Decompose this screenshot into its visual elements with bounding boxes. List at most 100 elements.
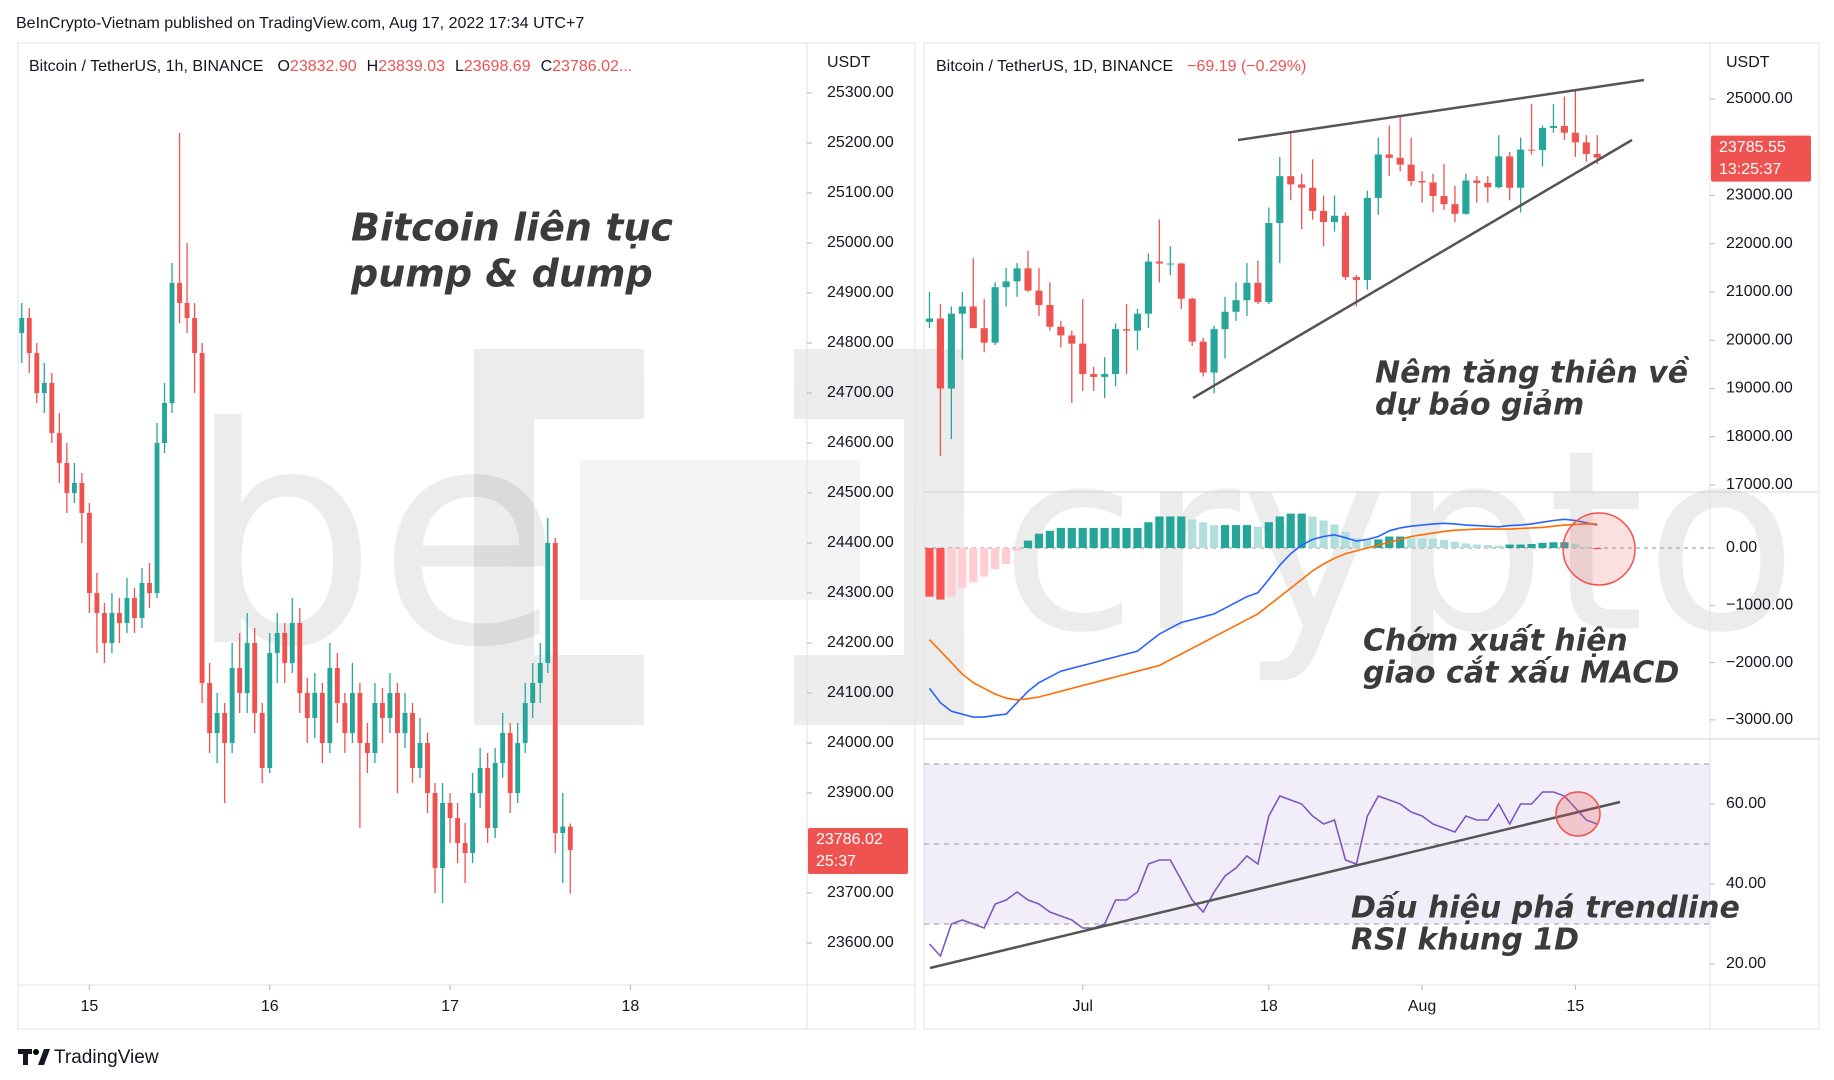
candle-body xyxy=(64,463,70,493)
y-tick-label: 22000.00 xyxy=(1726,235,1793,252)
histogram-bar xyxy=(1472,544,1481,548)
candle-body xyxy=(282,633,288,663)
candle-body xyxy=(1385,154,1393,158)
histogram-bar xyxy=(1023,540,1033,548)
histogram-bar xyxy=(1286,513,1295,548)
histogram-bar xyxy=(1516,544,1525,548)
histogram-bar xyxy=(1253,526,1262,548)
candle-body xyxy=(1451,204,1459,214)
candle-body xyxy=(1133,313,1142,331)
histogram-bar xyxy=(1144,522,1153,548)
candle-body xyxy=(372,703,378,753)
rsi-trendline xyxy=(929,800,1621,970)
candle-body xyxy=(139,583,145,618)
candle-body xyxy=(319,693,325,743)
histogram-bar xyxy=(1100,527,1109,548)
candle-body xyxy=(162,403,167,443)
histogram-bar xyxy=(1494,545,1503,548)
candle-body xyxy=(1462,180,1470,214)
candle-body xyxy=(522,703,528,743)
candle-body xyxy=(1495,156,1503,188)
candle-body xyxy=(1473,180,1481,183)
candle-body xyxy=(289,623,295,663)
candle-body xyxy=(980,328,988,343)
annotation: RSI khung 1D xyxy=(1351,923,1579,958)
candle-body xyxy=(259,713,265,768)
candle-body xyxy=(1035,290,1043,306)
histogram-bar xyxy=(1188,519,1197,548)
y-tick-label: −2000.00 xyxy=(1726,654,1793,671)
legend-value: 23698.69 xyxy=(464,58,531,75)
candle-body xyxy=(132,598,137,618)
candle-body xyxy=(507,733,513,793)
annotation: Dấu hiệu phá trendline xyxy=(1351,891,1740,926)
candle-body xyxy=(1155,261,1163,264)
y-tick-label: 24300.00 xyxy=(827,584,894,601)
candle-body xyxy=(447,803,453,818)
y-tick-label: 24200.00 xyxy=(827,634,894,651)
macd-circle xyxy=(1562,512,1636,586)
histogram-bar xyxy=(1319,520,1328,548)
candle-body xyxy=(1298,184,1306,188)
legend-key: H xyxy=(367,58,379,75)
candle-body xyxy=(109,613,115,643)
candle-body xyxy=(395,693,400,733)
candle-body xyxy=(101,613,107,643)
y-tick-label: 23000.00 xyxy=(1726,187,1793,204)
legend-value: 23786.02... xyxy=(552,58,632,75)
candle-body xyxy=(94,593,100,613)
last-price-label: 23786.02 xyxy=(816,831,883,848)
candle-body xyxy=(26,318,32,353)
y-tick-label: 24700.00 xyxy=(827,384,894,401)
histogram-bar xyxy=(1461,543,1470,548)
watermark-left: be xyxy=(187,364,562,713)
annotation: Chớm xuất hiện xyxy=(1363,624,1628,659)
histogram-bar xyxy=(1396,536,1405,548)
candle-body xyxy=(1407,164,1415,182)
candle-body xyxy=(312,693,318,718)
candle-body xyxy=(1484,182,1492,188)
candle-body xyxy=(936,318,944,389)
candle-body xyxy=(1046,305,1054,327)
candle-body xyxy=(1090,374,1098,377)
candle-body xyxy=(79,483,85,513)
histogram-bar xyxy=(1078,527,1087,548)
candle-body xyxy=(1418,181,1426,183)
legend-change: −69.19 (−0.29%) xyxy=(1187,58,1306,75)
legend-key: C xyxy=(541,58,553,75)
candle-body xyxy=(199,353,205,683)
candle-body xyxy=(515,743,521,793)
y-tick-label: 24900.00 xyxy=(827,284,894,301)
candle-body xyxy=(1429,182,1437,196)
candle-body xyxy=(252,643,258,713)
legend-key: L xyxy=(455,58,464,75)
histogram-bar xyxy=(1538,542,1547,548)
rsi-circle xyxy=(1555,791,1601,837)
watermark-logo xyxy=(474,349,964,725)
candle-body xyxy=(1352,277,1360,280)
candle-body xyxy=(237,668,243,693)
candle-body xyxy=(334,668,340,703)
histogram-bar xyxy=(1209,525,1219,548)
histogram-bar xyxy=(1549,542,1558,548)
histogram-bar xyxy=(1166,516,1175,548)
histogram-bar xyxy=(1034,533,1044,548)
histogram-bar xyxy=(1177,516,1186,548)
y-tick-label: 24000.00 xyxy=(827,734,894,751)
histogram-bar xyxy=(1439,539,1449,548)
histogram-bar xyxy=(1308,516,1317,548)
last-price-tag xyxy=(1711,135,1811,182)
candle-body xyxy=(1243,282,1251,301)
axis-unit: USDT xyxy=(1726,54,1770,71)
y-tick-label: 20.00 xyxy=(1726,955,1766,972)
candle-body xyxy=(364,743,370,753)
candle-body xyxy=(1177,263,1185,299)
candle-body xyxy=(184,303,190,318)
histogram-bar xyxy=(1297,513,1306,548)
candle-body xyxy=(229,668,235,743)
histogram-bar xyxy=(1352,538,1361,548)
y-tick-label: 24600.00 xyxy=(827,434,894,451)
histogram-bar xyxy=(1199,522,1208,548)
histogram-bar xyxy=(1012,547,1022,551)
